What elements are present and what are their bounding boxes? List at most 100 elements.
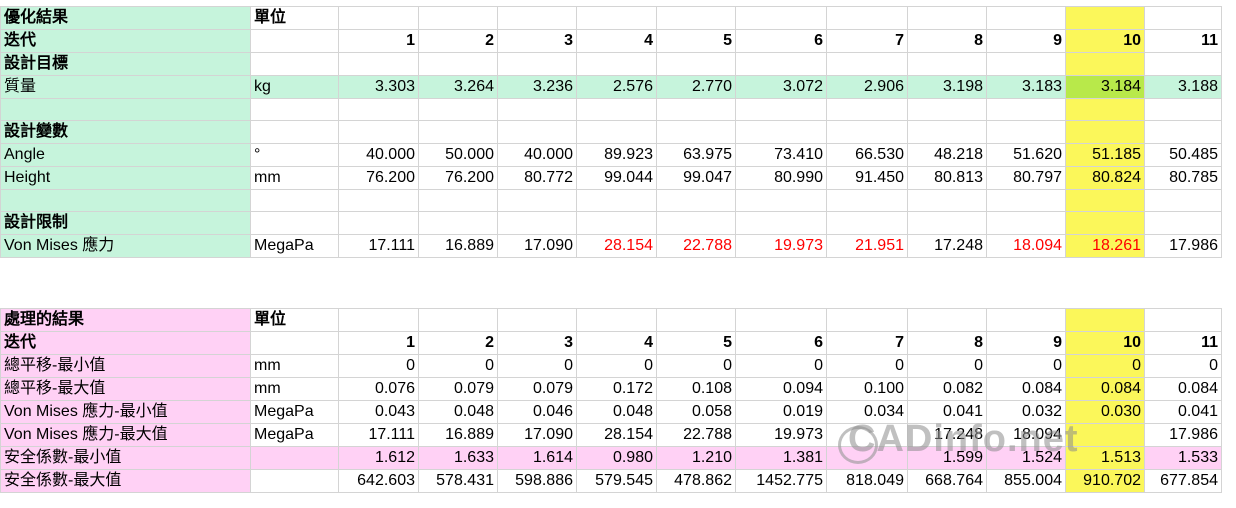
unit-header[interactable]: 單位 <box>250 6 339 30</box>
value-cell[interactable]: 48.218 <box>907 143 987 167</box>
value-cell[interactable]: 17.248 <box>907 234 987 258</box>
blank-cell[interactable] <box>907 308 987 332</box>
blank-cell[interactable] <box>1065 6 1145 30</box>
value-cell[interactable]: 1452.775 <box>735 469 827 493</box>
value-cell[interactable]: 18.261 <box>1065 234 1145 258</box>
iteration-number[interactable]: 5 <box>656 29 736 53</box>
iteration-number[interactable]: 7 <box>826 331 908 355</box>
unit-cell[interactable] <box>250 98 339 121</box>
value-cell[interactable]: 1.524 <box>986 446 1066 470</box>
row-unit[interactable]: ° <box>250 143 339 167</box>
value-cell[interactable]: 0.076 <box>338 377 419 401</box>
value-cell[interactable] <box>826 52 908 76</box>
value-cell[interactable]: 0 <box>338 354 419 378</box>
blank-cell[interactable] <box>656 308 736 332</box>
blank-cell[interactable] <box>338 6 419 30</box>
value-cell[interactable]: 0.084 <box>1065 377 1145 401</box>
value-cell[interactable]: 17.986 <box>1144 423 1222 447</box>
value-cell[interactable]: 0.172 <box>576 377 657 401</box>
row-unit[interactable] <box>250 469 339 493</box>
value-cell[interactable]: 3.236 <box>497 75 577 99</box>
value-cell[interactable] <box>986 189 1066 212</box>
iteration-number[interactable]: 2 <box>418 29 498 53</box>
value-cell[interactable]: 0.084 <box>1144 377 1222 401</box>
iteration-number[interactable]: 3 <box>497 29 577 53</box>
value-cell[interactable]: 3.198 <box>907 75 987 99</box>
value-cell[interactable]: 17.986 <box>1144 234 1222 258</box>
value-cell[interactable]: 855.004 <box>986 469 1066 493</box>
value-cell[interactable] <box>1065 423 1145 447</box>
blank-cell[interactable] <box>656 6 736 30</box>
value-cell[interactable] <box>418 189 498 212</box>
value-cell[interactable] <box>497 211 577 235</box>
value-cell[interactable] <box>497 189 577 212</box>
value-cell[interactable]: 0 <box>907 354 987 378</box>
table-title[interactable]: 處理的結果 <box>0 308 251 332</box>
value-cell[interactable] <box>338 211 419 235</box>
value-cell[interactable]: 3.183 <box>986 75 1066 99</box>
value-cell[interactable] <box>338 189 419 212</box>
unit-header[interactable]: 單位 <box>250 308 339 332</box>
unit-cell[interactable] <box>250 52 339 76</box>
label-cell[interactable] <box>0 98 251 121</box>
value-cell[interactable]: 50.000 <box>418 143 498 167</box>
iteration-number[interactable]: 8 <box>907 331 987 355</box>
iteration-number[interactable]: 9 <box>986 29 1066 53</box>
value-cell[interactable]: 1.612 <box>338 446 419 470</box>
value-cell[interactable]: 1.513 <box>1065 446 1145 470</box>
value-cell[interactable] <box>656 120 736 144</box>
row-label[interactable]: Von Mises 應力-最大值 <box>0 423 251 447</box>
iteration-number[interactable]: 10 <box>1065 29 1145 53</box>
value-cell[interactable] <box>986 211 1066 235</box>
value-cell[interactable]: 3.188 <box>1144 75 1222 99</box>
value-cell[interactable]: 910.702 <box>1065 469 1145 493</box>
iteration-number[interactable]: 3 <box>497 331 577 355</box>
value-cell[interactable] <box>1144 52 1222 76</box>
value-cell[interactable]: 598.886 <box>497 469 577 493</box>
blank-cell[interactable] <box>735 6 827 30</box>
value-cell[interactable] <box>656 98 736 121</box>
blank-cell[interactable] <box>418 308 498 332</box>
value-cell[interactable] <box>1065 98 1145 121</box>
row-unit[interactable]: mm <box>250 377 339 401</box>
value-cell[interactable]: 22.788 <box>656 234 736 258</box>
value-cell[interactable]: 76.200 <box>338 166 419 190</box>
value-cell[interactable]: 28.154 <box>576 423 657 447</box>
value-cell[interactable] <box>735 211 827 235</box>
value-cell[interactable] <box>986 98 1066 121</box>
value-cell[interactable]: 0 <box>576 354 657 378</box>
value-cell[interactable]: 51.185 <box>1065 143 1145 167</box>
value-cell[interactable]: 3.184 <box>1065 75 1145 99</box>
value-cell[interactable]: 0 <box>1144 354 1222 378</box>
iteration-number[interactable]: 4 <box>576 29 657 53</box>
value-cell[interactable]: 28.154 <box>576 234 657 258</box>
value-cell[interactable]: 63.975 <box>656 143 736 167</box>
value-cell[interactable] <box>735 98 827 121</box>
value-cell[interactable]: 80.824 <box>1065 166 1145 190</box>
value-cell[interactable]: 0 <box>497 354 577 378</box>
value-cell[interactable]: 3.303 <box>338 75 419 99</box>
row-unit[interactable]: mm <box>250 166 339 190</box>
row-label[interactable]: 安全係數-最大值 <box>0 469 251 493</box>
value-cell[interactable]: 40.000 <box>497 143 577 167</box>
label-cell[interactable] <box>0 189 251 212</box>
value-cell[interactable] <box>418 120 498 144</box>
value-cell[interactable]: 0 <box>735 354 827 378</box>
value-cell[interactable]: 80.772 <box>497 166 577 190</box>
section-label[interactable]: 設計變數 <box>0 120 251 144</box>
blank-cell[interactable] <box>986 6 1066 30</box>
value-cell[interactable]: 21.951 <box>826 234 908 258</box>
blank-cell[interactable] <box>1065 308 1145 332</box>
blank-cell[interactable] <box>1144 308 1222 332</box>
value-cell[interactable]: 80.990 <box>735 166 827 190</box>
value-cell[interactable]: 19.973 <box>735 423 827 447</box>
value-cell[interactable] <box>735 120 827 144</box>
value-cell[interactable] <box>907 120 987 144</box>
value-cell[interactable] <box>418 98 498 121</box>
value-cell[interactable] <box>1144 98 1222 121</box>
value-cell[interactable]: 0.048 <box>576 400 657 424</box>
value-cell[interactable] <box>497 120 577 144</box>
unit-cell[interactable] <box>250 120 339 144</box>
row-unit[interactable]: MegaPa <box>250 423 339 447</box>
value-cell[interactable]: 1.614 <box>497 446 577 470</box>
